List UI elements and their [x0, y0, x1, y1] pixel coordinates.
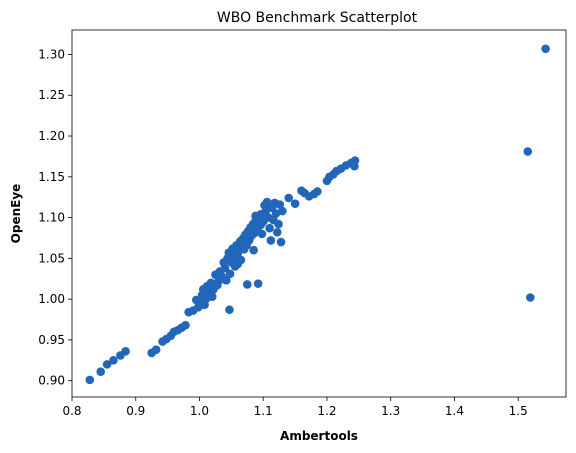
- data-point: [181, 320, 190, 330]
- plot-frame: [71, 29, 567, 398]
- data-point: [274, 219, 283, 229]
- chart-title: WBO Benchmark Scatterplot: [217, 10, 418, 26]
- x-tick-label: 0.9: [126, 404, 145, 418]
- data-point: [275, 200, 285, 209]
- x-axis-title: Ambertools: [280, 429, 358, 443]
- data-point: [313, 187, 322, 196]
- y-tick-label: 1.25: [38, 88, 65, 102]
- x-tick-label: 1.5: [509, 404, 528, 418]
- y-tick-label: 1.15: [38, 170, 65, 184]
- data-point: [265, 223, 274, 233]
- data-point: [233, 259, 243, 269]
- data-point: [225, 269, 235, 279]
- data-point: [257, 229, 267, 239]
- data-point: [266, 236, 276, 245]
- data-point: [290, 199, 300, 209]
- data-point: [225, 305, 234, 315]
- data-point: [96, 367, 105, 377]
- data-point: [284, 193, 294, 203]
- data-point: [278, 206, 287, 216]
- data-point: [85, 375, 95, 385]
- data-point: [220, 263, 230, 273]
- x-axis-ticks: 0.8 0.9 1.0 1.1 1.2 1.3 1.4 1.5: [62, 397, 528, 418]
- x-tick-label: 1.0: [190, 404, 209, 418]
- data-point: [276, 237, 286, 247]
- y-tick-label: 1.05: [38, 251, 65, 265]
- data-point: [207, 292, 217, 301]
- y-tick-label: 0.90: [38, 374, 65, 388]
- data-point: [262, 197, 272, 207]
- y-axis-ticks: 0.90 0.95 1.00 1.05 1.10 1.15 1.20 1.25 1.30: [38, 47, 72, 388]
- data-point: [256, 220, 265, 230]
- x-tick-label: 1.4: [445, 404, 464, 418]
- x-tick-label: 1.3: [381, 404, 400, 418]
- data-point: [249, 245, 258, 255]
- y-tick-label: 0.95: [38, 333, 65, 347]
- y-axis-title: OpenEye: [9, 184, 23, 244]
- data-point: [242, 280, 252, 289]
- x-tick-label: 0.8: [62, 404, 81, 418]
- y-tick-label: 1.20: [38, 129, 65, 143]
- data-point: [109, 356, 118, 365]
- data-point: [151, 345, 161, 354]
- y-tick-label: 1.30: [38, 47, 65, 61]
- data-point: [121, 347, 130, 356]
- data-point: [541, 44, 550, 54]
- data-point: [251, 211, 260, 221]
- data-point: [253, 279, 263, 288]
- y-tick-label: 1.00: [38, 292, 65, 306]
- data-point: [350, 161, 359, 171]
- x-tick-label: 1.2: [317, 404, 336, 418]
- data-points: [85, 44, 550, 385]
- data-point: [102, 360, 112, 369]
- x-tick-label: 1.1: [254, 404, 273, 418]
- data-point: [526, 293, 535, 302]
- data-point: [272, 227, 282, 237]
- data-point: [523, 147, 533, 156]
- data-point: [261, 206, 271, 216]
- y-tick-label: 1.10: [38, 211, 65, 225]
- data-point: [221, 276, 231, 285]
